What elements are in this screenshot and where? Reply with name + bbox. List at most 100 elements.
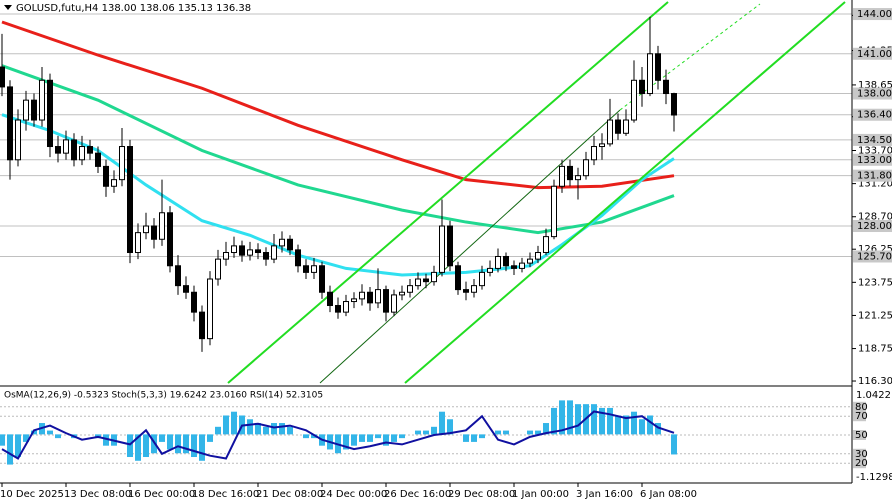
osma-tick-label: 1.0422	[856, 390, 891, 401]
osma-bar	[543, 423, 549, 435]
candle-body	[479, 271, 485, 287]
candle-body	[567, 165, 573, 181]
osma-bar	[383, 434, 389, 446]
y-tick-label: 118.75	[858, 344, 892, 355]
candle-body	[327, 291, 333, 307]
menu-triangle[interactable]	[4, 5, 12, 10]
candle-body	[15, 119, 21, 161]
osma-bar	[575, 404, 581, 435]
candle-body	[111, 179, 117, 187]
osma-bar	[391, 434, 397, 442]
osma-bar	[231, 411, 237, 435]
level-label: 138.00	[857, 89, 892, 100]
candle-body	[631, 79, 637, 121]
osma-bar	[631, 411, 637, 435]
osma-bar	[135, 434, 141, 461]
candle-body	[447, 225, 453, 267]
osma-bar	[607, 407, 613, 435]
candle-body	[511, 265, 517, 269]
osma-bar	[223, 415, 229, 435]
candle-body	[175, 265, 181, 287]
candle-body	[103, 165, 109, 187]
candle-body	[223, 252, 229, 260]
y-tick-label: 133.70	[858, 146, 892, 157]
candle-body	[55, 146, 61, 154]
moving-average	[1, 20, 675, 190]
candle-body	[439, 225, 445, 273]
candle-body	[71, 139, 77, 161]
candle-body	[415, 278, 421, 287]
candle-body	[311, 265, 317, 273]
osma-bar	[623, 415, 629, 435]
candle-body	[391, 294, 397, 313]
candle-body	[7, 86, 13, 161]
x-tick-label: 1 Jan 00:00	[512, 489, 569, 500]
candle-body	[591, 146, 597, 161]
osma-bar	[175, 434, 181, 454]
candle-body	[607, 119, 613, 145]
level-label: 144.00	[857, 9, 892, 20]
candle-body	[495, 255, 501, 269]
level-box	[853, 8, 892, 21]
candle-body	[559, 165, 565, 187]
candle-body	[487, 267, 493, 273]
osma-bar	[503, 430, 509, 435]
rsi-tick-label: 30	[855, 449, 868, 460]
candle-body	[127, 146, 133, 254]
candle-body	[215, 258, 221, 280]
candle-body	[79, 146, 85, 161]
candle-body	[319, 265, 325, 293]
candle-body	[455, 265, 461, 291]
candle-body	[183, 285, 189, 293]
candle-body	[95, 152, 101, 167]
candle-body	[119, 146, 125, 181]
y-tick-label: 128.70	[858, 212, 892, 223]
candles	[0, 16, 677, 352]
candle-body	[247, 249, 253, 256]
osma-bar	[303, 434, 309, 439]
osma-bar	[559, 400, 565, 435]
candle-body	[503, 255, 509, 267]
candle-body	[0, 66, 5, 88]
candle-body	[23, 99, 29, 121]
candle-body	[575, 175, 581, 181]
osma-bar	[207, 434, 213, 442]
candle-body	[87, 146, 93, 154]
level-label: 128.00	[857, 221, 892, 232]
y-tick-label: 116.30	[858, 376, 892, 387]
osma-bar	[127, 434, 133, 458]
osma-bar	[367, 434, 373, 442]
y-tick-label: 131.20	[858, 179, 892, 190]
x-tick-label: 26 Dec 16:00	[384, 489, 451, 500]
osma-bar	[311, 434, 317, 439]
x-tick-label: 13 Dec 08:00	[64, 489, 131, 500]
osma-bar	[103, 434, 109, 446]
level-label: 131.80	[857, 171, 892, 182]
candle-body	[423, 278, 429, 283]
y-tick-label: 138.65	[858, 80, 892, 91]
candle-body	[351, 298, 357, 303]
channel-mid	[319, 109, 621, 384]
candle-body	[375, 289, 381, 304]
rsi-tick-label: 80	[855, 402, 868, 413]
osma-bar	[399, 434, 405, 439]
x-tick-label: 18 Dec 16:00	[192, 489, 259, 500]
level-box	[853, 250, 892, 263]
candle-body	[143, 225, 149, 234]
osma-bar	[351, 434, 357, 446]
osma-bar	[591, 404, 597, 435]
candle-body	[535, 252, 541, 260]
osma-bar	[215, 426, 221, 435]
candle-body	[231, 245, 237, 254]
level-box	[853, 133, 892, 146]
candle-body	[655, 53, 661, 81]
candle-body	[367, 291, 373, 304]
level-box	[853, 108, 892, 121]
candle-body	[647, 53, 653, 95]
level-label: 125.70	[857, 251, 892, 262]
level-label: 133.00	[857, 155, 892, 166]
level-box	[853, 220, 892, 233]
osma-bar	[535, 430, 541, 435]
osma-bar	[615, 415, 621, 435]
osma-bar	[199, 434, 205, 461]
